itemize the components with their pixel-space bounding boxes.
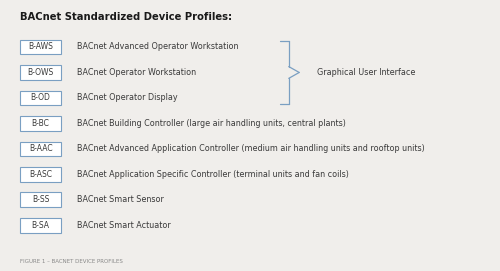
Text: B-OWS: B-OWS xyxy=(28,68,54,77)
Text: B-SS: B-SS xyxy=(32,195,50,204)
FancyBboxPatch shape xyxy=(20,91,61,105)
Text: B-AAC: B-AAC xyxy=(29,144,52,153)
Text: B-OD: B-OD xyxy=(30,93,50,102)
FancyBboxPatch shape xyxy=(20,218,61,233)
Text: BACnet Application Specific Controller (terminal units and fan coils): BACnet Application Specific Controller (… xyxy=(78,170,349,179)
FancyBboxPatch shape xyxy=(20,65,61,80)
Text: B-BC: B-BC xyxy=(32,119,50,128)
FancyBboxPatch shape xyxy=(20,40,61,54)
FancyBboxPatch shape xyxy=(20,141,61,156)
Text: BACnet Advanced Operator Workstation: BACnet Advanced Operator Workstation xyxy=(78,43,239,51)
Text: BACnet Building Controller (large air handling units, central plants): BACnet Building Controller (large air ha… xyxy=(78,119,346,128)
Text: B-AWS: B-AWS xyxy=(28,43,53,51)
Text: BACnet Advanced Application Controller (medium air handling units and rooftop un: BACnet Advanced Application Controller (… xyxy=(78,144,425,153)
FancyBboxPatch shape xyxy=(20,116,61,131)
Text: BACnet Smart Sensor: BACnet Smart Sensor xyxy=(78,195,164,204)
Text: B-ASC: B-ASC xyxy=(29,170,52,179)
Text: FIGURE 1 – BACNET DEVICE PROFILES: FIGURE 1 – BACNET DEVICE PROFILES xyxy=(20,259,124,264)
FancyBboxPatch shape xyxy=(20,192,61,207)
Text: BACnet Standardized Device Profiles:: BACnet Standardized Device Profiles: xyxy=(20,12,233,22)
Text: B-SA: B-SA xyxy=(32,221,50,230)
Text: BACnet Operator Display: BACnet Operator Display xyxy=(78,93,178,102)
Text: BACnet Operator Workstation: BACnet Operator Workstation xyxy=(78,68,196,77)
FancyBboxPatch shape xyxy=(20,167,61,182)
Text: BACnet Smart Actuator: BACnet Smart Actuator xyxy=(78,221,171,230)
Text: Graphical User Interface: Graphical User Interface xyxy=(317,68,416,77)
